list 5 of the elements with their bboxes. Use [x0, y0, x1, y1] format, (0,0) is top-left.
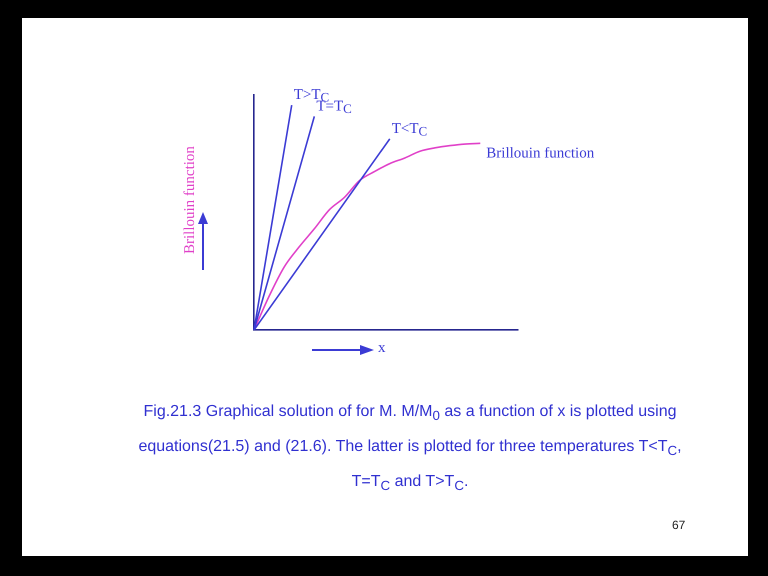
series-label: Brillouin function [486, 145, 595, 162]
text: 67 [672, 518, 686, 532]
text: Fig.21.3 Graphical solution of for M. M/M$_{0}$ as a function of x is plotted using equations(21.5) and (21.6). The latter is plotted for three temperatures T<T$_{C}$, T=T$_{C}$ and T>T$_{C}$. [138, 403, 682, 494]
x-axis-title: x [378, 340, 386, 357]
y-axis-title: Brillouin function [182, 146, 199, 254]
